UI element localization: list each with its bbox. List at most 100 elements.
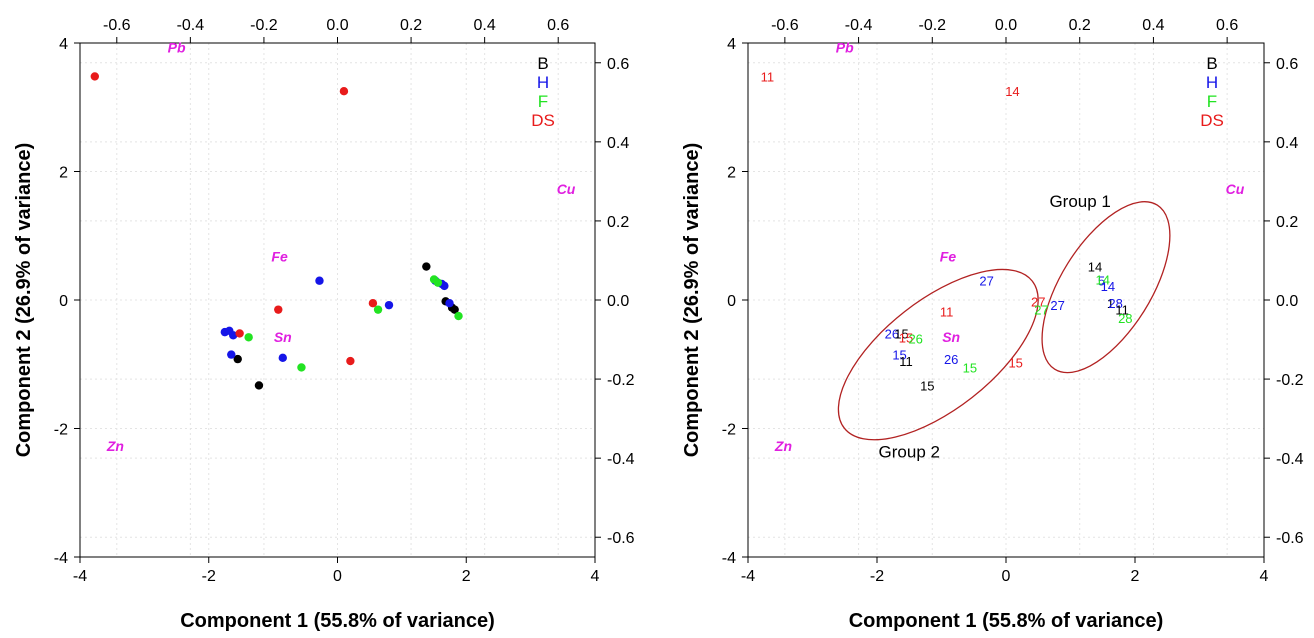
x-tick-label: -4 xyxy=(741,568,755,585)
top-tick-label: 0.0 xyxy=(326,17,348,34)
top-tick-label: 0.4 xyxy=(1142,17,1164,34)
data-point xyxy=(445,299,454,308)
loading-label: Sn xyxy=(274,329,292,345)
data-point xyxy=(297,363,306,372)
point-label: 14 xyxy=(1096,272,1110,287)
right-tick-label: -0.2 xyxy=(1276,372,1304,389)
right-tick-label: 0.6 xyxy=(1276,56,1298,73)
x-tick-label: -2 xyxy=(202,568,216,585)
point-label: 27 xyxy=(1031,294,1045,309)
group-ellipse xyxy=(837,268,1039,441)
right-tick-label: -0.2 xyxy=(607,372,635,389)
legend-entry: B xyxy=(1206,54,1217,73)
top-tick-label: 0.0 xyxy=(995,17,1017,34)
y-tick-label: 2 xyxy=(727,165,736,182)
top-tick-label: -0.4 xyxy=(845,17,873,34)
data-point xyxy=(90,72,100,81)
legend-entry: B xyxy=(537,54,548,73)
top-tick-label: 0.2 xyxy=(1069,17,1091,34)
loading-label: Pb xyxy=(168,40,186,56)
data-point xyxy=(450,305,459,314)
legend-entry: H xyxy=(537,73,549,92)
point-label: 14 xyxy=(1101,279,1115,294)
point-label: 11 xyxy=(761,69,775,84)
point-label: 15 xyxy=(920,378,934,393)
point-label: 14 xyxy=(1005,84,1019,99)
point-label: 5 xyxy=(1098,274,1105,289)
series-F xyxy=(244,275,463,372)
y-tick-label: -4 xyxy=(54,550,68,567)
top-tick-label: 0.6 xyxy=(547,17,569,34)
loading-label: Zn xyxy=(106,438,124,454)
grid-lines xyxy=(80,43,595,557)
point-label: 15 xyxy=(963,360,977,375)
data-point xyxy=(440,281,449,291)
top-tick-label: -0.4 xyxy=(177,17,205,34)
x-tick-label: 2 xyxy=(462,568,471,585)
y-tick-label: 0 xyxy=(59,293,68,310)
data-point xyxy=(422,262,431,271)
data-point xyxy=(315,276,324,285)
right-tick-label: -0.4 xyxy=(607,451,635,468)
legend-entry: DS xyxy=(531,111,555,130)
top-tick-label: -0.2 xyxy=(250,17,278,34)
top-tick-label: -0.2 xyxy=(918,17,946,34)
point-label: 11 xyxy=(1115,303,1129,318)
data-point xyxy=(278,353,287,363)
data-point xyxy=(233,354,242,364)
x-axis-title: Component 1 (55.8% of variance) xyxy=(849,610,1164,632)
loading-label: Fe xyxy=(940,248,957,264)
y-axis-title: Component 2 (26.9% of variance) xyxy=(681,143,703,458)
data-point xyxy=(227,350,236,359)
loading-label: Zn xyxy=(774,438,792,454)
data-point xyxy=(254,381,264,390)
loading-label: Cu xyxy=(557,181,576,197)
x-tick-label: -2 xyxy=(870,568,884,585)
right-tick-label: -0.4 xyxy=(1276,451,1304,468)
point-label: 26 xyxy=(885,326,899,341)
point-label: 27 xyxy=(979,274,993,289)
x-tick-label: 0 xyxy=(333,568,342,585)
point-label: 1 xyxy=(1107,296,1114,311)
data-point xyxy=(346,356,355,366)
legend-entry: DS xyxy=(1200,111,1224,130)
loading-label: Cu xyxy=(1226,181,1245,197)
point-label: 27 xyxy=(1050,298,1064,313)
right-tick-label: -0.6 xyxy=(607,530,635,547)
group-label: Group 1 xyxy=(1049,192,1110,211)
right-tick-label: 0.2 xyxy=(1276,214,1298,231)
top-tick-label: 0.4 xyxy=(474,17,496,34)
top-tick-label: -0.6 xyxy=(771,17,799,34)
point-label: 15 xyxy=(892,348,906,363)
right-tick-label: 0.0 xyxy=(1276,293,1298,310)
x-axis-title: Component 1 (55.8% of variance) xyxy=(180,610,495,632)
point-label: 14 xyxy=(1088,260,1102,275)
point-label: 27 xyxy=(1034,303,1048,318)
data-point xyxy=(274,305,283,314)
right-tick-label: 0.2 xyxy=(607,214,629,231)
group-ellipse xyxy=(1041,201,1171,374)
x-tick-label: -4 xyxy=(73,568,87,585)
point-label: 15 xyxy=(899,330,913,345)
point-label: 11 xyxy=(899,354,913,369)
y-tick-label: -2 xyxy=(722,422,736,439)
series-B xyxy=(233,262,459,390)
legend-entry: F xyxy=(538,92,548,111)
top-tick-label: 0.2 xyxy=(400,17,422,34)
point-label: 28 xyxy=(1108,296,1122,311)
group-label: Group 2 xyxy=(879,442,940,461)
right-tick-label: 0.6 xyxy=(607,56,629,73)
point-label: 28 xyxy=(1118,311,1132,326)
x-tick-label: 4 xyxy=(1260,568,1269,585)
legend-entry: F xyxy=(1207,92,1217,111)
right-tick-label: 0.4 xyxy=(607,135,629,152)
loading-label: Pb xyxy=(836,40,854,56)
data-point xyxy=(235,329,244,338)
y-axis-title: Component 2 (26.9% of variance) xyxy=(13,143,35,458)
top-tick-label: -0.6 xyxy=(103,17,131,34)
point-label: 11 xyxy=(940,305,954,320)
point-label: 15 xyxy=(894,326,908,341)
data-point xyxy=(454,311,463,321)
data-point xyxy=(244,333,253,342)
